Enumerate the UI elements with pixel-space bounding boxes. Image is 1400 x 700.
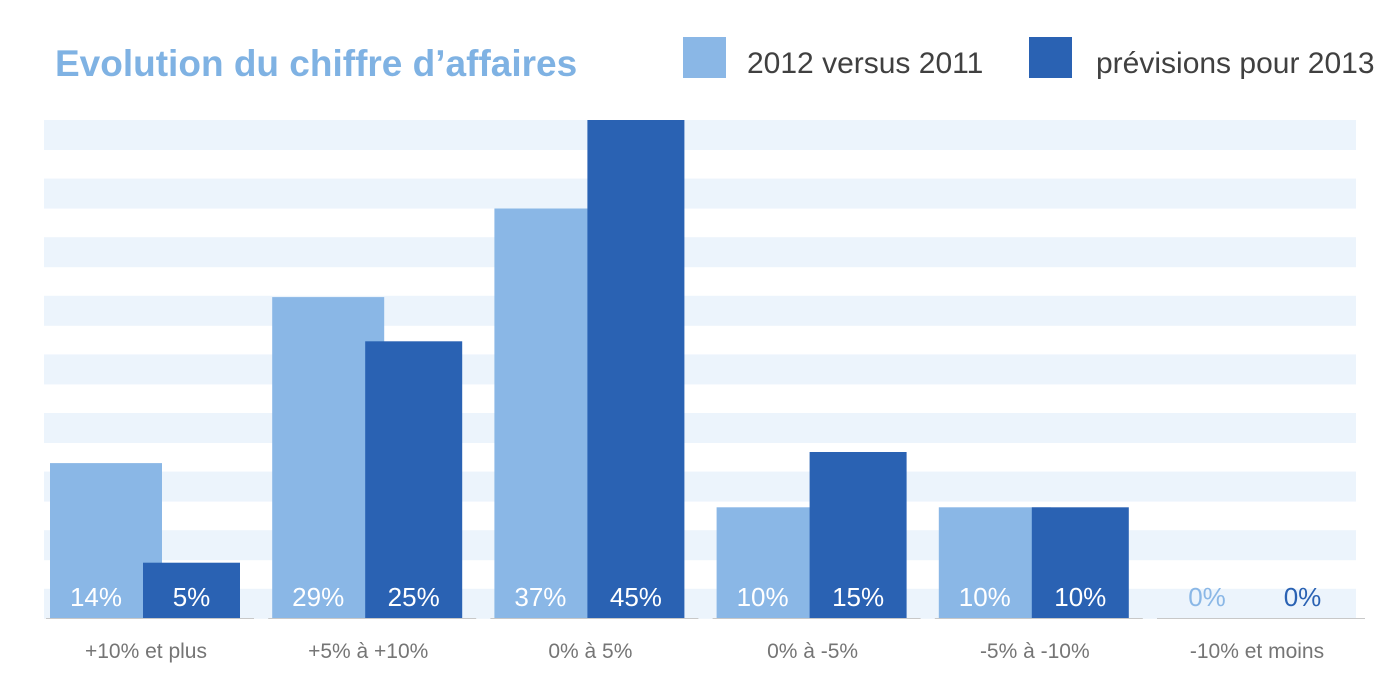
bar [143, 562, 240, 618]
bar [809, 452, 907, 618]
bar [365, 341, 463, 618]
bar-value-label: 14% [70, 582, 122, 612]
bar-value-label: 5% [173, 582, 211, 612]
legend-swatch-2012-versus-2011 [683, 37, 726, 78]
bar-value-label: 10% [737, 582, 789, 612]
category-label: -10% et moins [1190, 640, 1324, 663]
grid-band [44, 588, 1356, 619]
category-axis: +10% et plus +5% à +10% 0% à 5% 0% à -5% -5%… [46, 618, 1365, 663]
bar-value-label: 0% [1188, 582, 1226, 612]
value-labels: 14% 5% 29% 25% 37% 45% 10% 15% 10% 10% 0% 0% [70, 582, 1321, 612]
chart-title: Evolution du chiffre d’affaires [55, 43, 577, 84]
legend-label-previsions-2013: prévisions pour 2013 [1096, 47, 1375, 80]
grid-bands [44, 120, 1356, 619]
grid-band [44, 237, 1356, 268]
grid-band [44, 530, 1356, 561]
category-label: +5% à +10% [308, 640, 428, 663]
bar-value-label: 10% [1054, 582, 1106, 612]
bar-value-label: 0% [1284, 582, 1322, 612]
grid-band [44, 295, 1356, 326]
legend-swatch-previsions-2013 [1029, 37, 1072, 78]
bar-value-label: 29% [292, 582, 344, 612]
category-label: -5% à -10% [980, 640, 1090, 663]
category-label: 0% à -5% [767, 640, 858, 663]
category-label: +10% et plus [85, 640, 207, 663]
grid-band [44, 120, 1356, 150]
bar [587, 120, 685, 618]
bars [50, 120, 1129, 618]
bar-value-label: 45% [610, 582, 662, 612]
grid-band [44, 413, 1356, 443]
grid-band [44, 471, 1356, 502]
grid-band [44, 354, 1356, 385]
legend: 2012 versus 2011 prévisions pour 2013 [683, 37, 1375, 80]
bar-value-label: 37% [514, 582, 566, 612]
bar [1031, 507, 1129, 618]
bar-value-label: 25% [388, 582, 440, 612]
bar-value-label: 10% [959, 582, 1011, 612]
bar-value-label: 15% [832, 582, 884, 612]
category-label: 0% à 5% [548, 640, 632, 663]
legend-label-2012-versus-2011: 2012 versus 2011 [747, 47, 983, 80]
grid-band [44, 178, 1356, 209]
